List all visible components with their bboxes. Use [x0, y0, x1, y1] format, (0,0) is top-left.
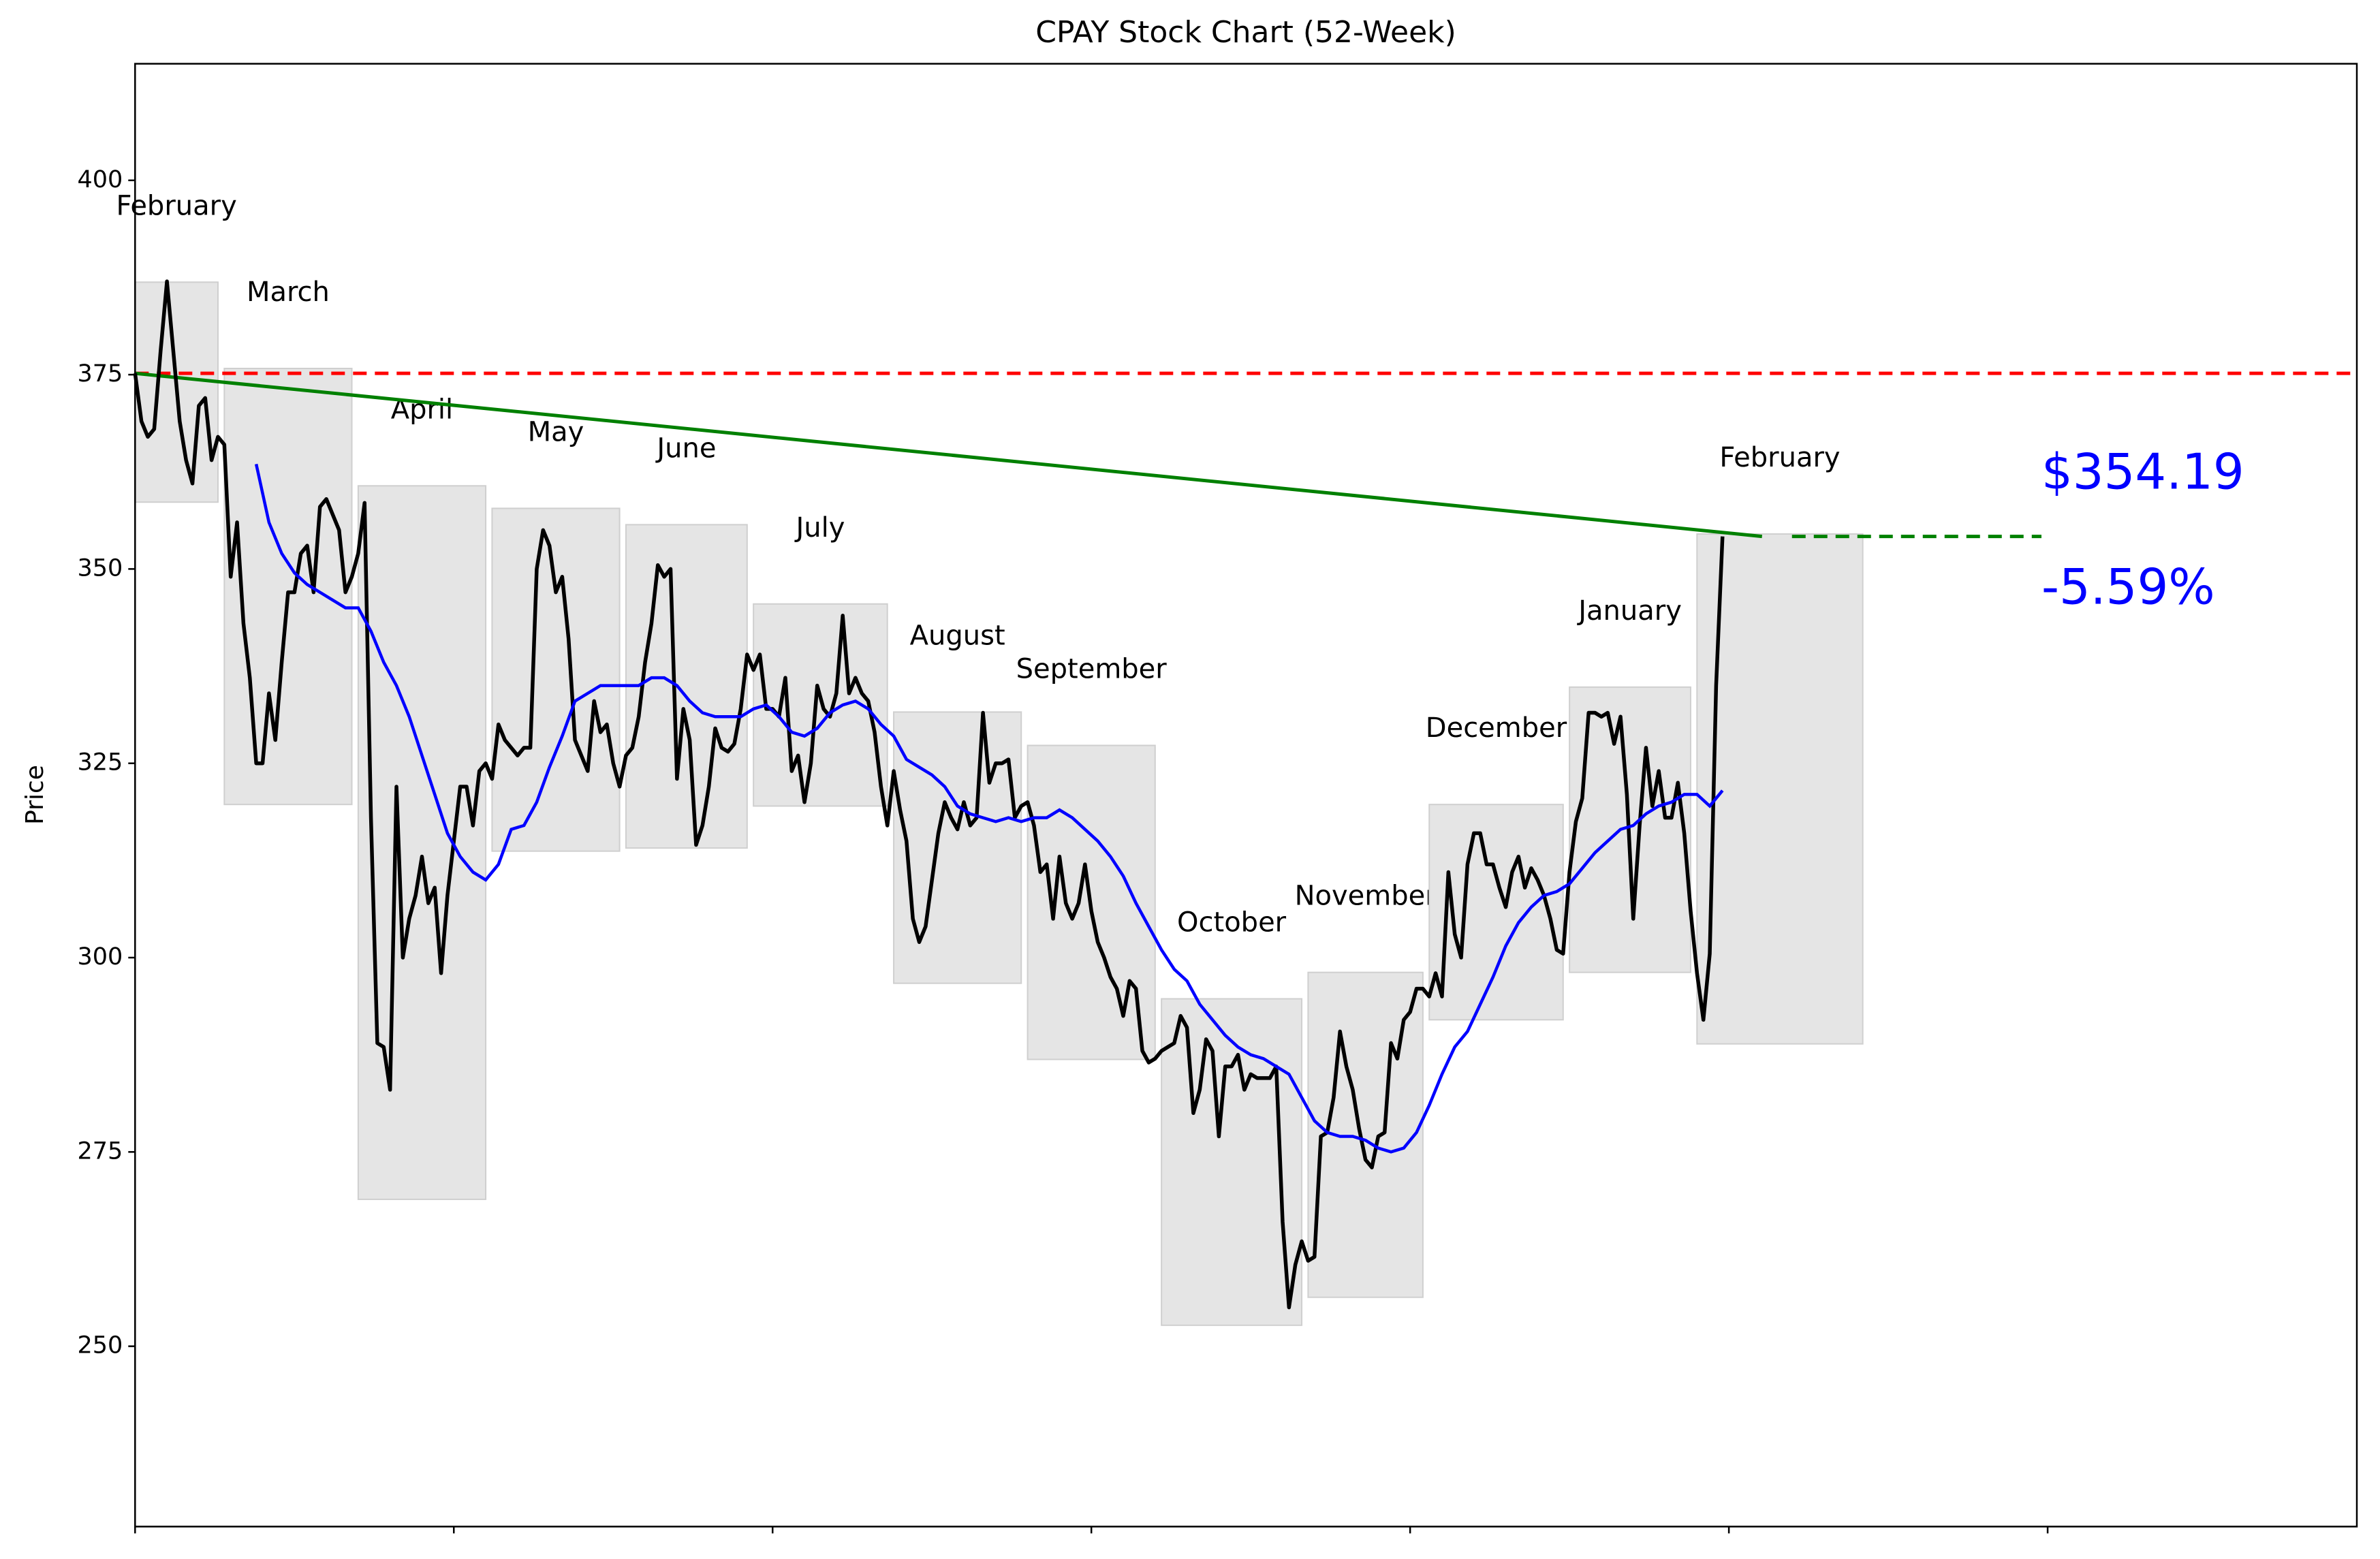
y-tick-label: 325 — [77, 749, 123, 776]
y-tick-label: 350 — [77, 554, 123, 582]
chart-title: CPAY Stock Chart (52-Week) — [1035, 15, 1456, 50]
price-line — [133, 279, 1725, 1310]
month-label: February — [1719, 442, 1840, 473]
month-label: February — [116, 190, 237, 221]
trend-line — [135, 371, 1763, 539]
month-label: June — [655, 432, 716, 464]
y-tick-label: 275 — [77, 1137, 123, 1165]
month-box — [357, 485, 487, 1200]
y-tick-label: 300 — [77, 943, 123, 971]
month-label: November — [1295, 881, 1437, 912]
month-box — [753, 603, 888, 807]
month-box — [223, 367, 353, 806]
month-box — [625, 524, 748, 849]
moving-average-line — [254, 463, 1724, 1154]
month-label: May — [528, 416, 584, 447]
month-box — [1696, 533, 1864, 1045]
month-label: September — [1016, 653, 1168, 684]
month-label: July — [794, 512, 845, 544]
month-label: March — [247, 277, 330, 308]
y-tick-label: 250 — [77, 1332, 123, 1359]
month-box — [491, 507, 621, 852]
y-tick-label: 375 — [77, 360, 123, 388]
y-axis-label: Price — [21, 765, 49, 825]
price-label: $354.19 — [2041, 443, 2244, 501]
plot-frame — [134, 63, 2358, 1528]
month-label: October — [1177, 907, 1287, 939]
month-box — [1428, 804, 1564, 1021]
y-tick-label: 400 — [77, 166, 123, 193]
change-label: -5.59% — [2041, 558, 2215, 616]
month-box — [893, 711, 1022, 984]
month-label: January — [1576, 595, 1682, 627]
month-label: December — [1426, 712, 1567, 744]
month-label: August — [910, 620, 1005, 651]
